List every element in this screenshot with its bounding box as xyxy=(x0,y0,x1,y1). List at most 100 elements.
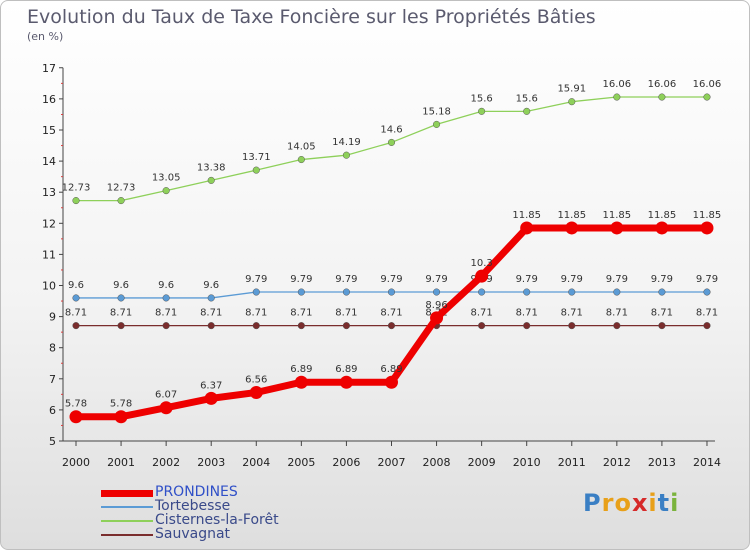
data-point-tortebesse xyxy=(568,288,576,296)
data-point-prondines xyxy=(520,221,534,235)
logo-letter: P xyxy=(583,489,602,517)
data-point-sauvagnat xyxy=(478,322,486,330)
data-point-sauvagnat xyxy=(613,322,621,330)
x-tick-label: 2004 xyxy=(242,456,270,469)
y-tick-label: 9 xyxy=(49,311,56,324)
x-tick-label: 2000 xyxy=(62,456,90,469)
data-point-cisternes-la-foret xyxy=(162,187,170,195)
data-label-sauvagnat: 8.71 xyxy=(290,308,312,319)
data-point-sauvagnat xyxy=(297,322,305,330)
data-point-sauvagnat xyxy=(252,322,260,330)
data-label-cisternes-la-foret: 13.71 xyxy=(242,152,271,163)
data-label-tortebesse: 9.79 xyxy=(606,274,628,285)
data-point-tortebesse xyxy=(117,294,125,302)
data-point-sauvagnat xyxy=(387,322,396,330)
x-tick-label: 2012 xyxy=(603,456,631,469)
data-label-tortebesse: 9.6 xyxy=(113,280,129,291)
data-point-prondines xyxy=(294,375,308,389)
legend-swatch xyxy=(101,506,153,508)
data-point-prondines xyxy=(565,221,579,235)
y-tick-label: 15 xyxy=(42,124,56,137)
data-point-sauvagnat xyxy=(207,322,215,330)
data-label-tortebesse: 9.79 xyxy=(335,274,357,285)
data-label-prondines: 11.85 xyxy=(557,210,586,221)
data-point-prondines xyxy=(700,221,714,235)
data-label-cisternes-la-foret: 15.6 xyxy=(516,93,538,104)
data-label-sauvagnat: 8.71 xyxy=(200,308,222,319)
data-point-cisternes-la-foret xyxy=(433,120,441,128)
y-tick-label: 17 xyxy=(42,62,56,75)
data-label-cisternes-la-foret: 12.73 xyxy=(62,183,91,194)
x-tick-label: 2003 xyxy=(197,456,225,469)
data-point-tortebesse xyxy=(523,288,531,296)
series-line-cisternes-la-foret xyxy=(76,96,707,202)
legend-label: Sauvagnat xyxy=(155,526,231,542)
data-label-tortebesse: 9.6 xyxy=(158,280,174,291)
x-tick-label: 2009 xyxy=(468,456,496,469)
proxiti-logo: Proxiti xyxy=(583,489,679,517)
x-tick-label: 2007 xyxy=(377,456,405,469)
data-label-sauvagnat: 8.71 xyxy=(470,308,492,319)
legend-label: Cisternes-la-Forêt xyxy=(155,512,279,528)
data-point-cisternes-la-foret xyxy=(297,155,305,164)
data-point-sauvagnat xyxy=(342,322,350,330)
data-label-tortebesse: 9.79 xyxy=(696,274,718,285)
data-point-tortebesse xyxy=(613,288,621,296)
data-label-sauvagnat: 8.71 xyxy=(696,308,718,319)
data-point-cisternes-la-foret xyxy=(613,93,621,101)
data-point-tortebesse xyxy=(72,294,80,302)
data-label-sauvagnat: 8.71 xyxy=(380,308,402,319)
data-point-prondines xyxy=(339,375,353,389)
x-tick-label: 2006 xyxy=(332,456,360,469)
data-point-prondines xyxy=(159,401,173,415)
x-tick-label: 2001 xyxy=(107,456,135,469)
data-label-prondines: 6.89 xyxy=(380,364,402,375)
data-point-prondines xyxy=(475,269,489,283)
data-point-cisternes-la-foret xyxy=(207,176,215,184)
data-point-tortebesse xyxy=(297,288,305,296)
x-tick-label: 2014 xyxy=(693,456,721,469)
data-label-sauvagnat: 8.71 xyxy=(651,308,673,319)
x-tick-label: 2010 xyxy=(513,456,541,469)
data-label-cisternes-la-foret: 12.73 xyxy=(107,183,136,194)
x-tick-label: 2011 xyxy=(558,456,586,469)
data-point-sauvagnat xyxy=(162,322,170,330)
data-point-cisternes-la-foret xyxy=(478,107,486,115)
data-point-prondines xyxy=(655,221,669,235)
legend-swatch xyxy=(101,520,153,522)
data-label-prondines: 6.37 xyxy=(200,380,222,391)
data-label-tortebesse: 9.79 xyxy=(380,274,402,285)
data-point-cisternes-la-foret xyxy=(252,166,260,174)
data-point-sauvagnat xyxy=(568,322,576,330)
y-tick-label: 10 xyxy=(42,280,56,293)
data-point-cisternes-la-foret xyxy=(703,93,711,101)
data-point-sauvagnat xyxy=(117,322,125,330)
data-point-prondines xyxy=(610,221,624,235)
x-tick-label: 2002 xyxy=(152,456,180,469)
logo-letter: r xyxy=(601,489,615,517)
data-label-tortebesse: 9.79 xyxy=(245,274,267,285)
data-label-prondines: 6.07 xyxy=(155,390,177,401)
data-point-cisternes-la-foret xyxy=(658,93,666,101)
x-tick-label: 2008 xyxy=(423,456,451,469)
x-tick-label: 2005 xyxy=(287,456,315,469)
data-label-sauvagnat: 8.71 xyxy=(245,308,267,319)
data-label-cisternes-la-foret: 15.6 xyxy=(470,93,492,104)
data-label-tortebesse: 9.79 xyxy=(561,274,583,285)
data-label-sauvagnat: 8.71 xyxy=(561,308,583,319)
data-label-cisternes-la-foret: 14.05 xyxy=(287,142,316,153)
data-label-sauvagnat: 8.71 xyxy=(335,308,357,319)
data-label-prondines: 6.89 xyxy=(290,364,312,375)
data-point-sauvagnat xyxy=(72,322,80,330)
data-label-cisternes-la-foret: 14.19 xyxy=(332,137,361,148)
data-point-tortebesse xyxy=(433,288,441,296)
data-label-prondines: 8.96 xyxy=(425,300,447,311)
data-label-sauvagnat: 8.71 xyxy=(155,308,177,319)
x-tick-label: 2013 xyxy=(648,456,676,469)
data-point-prondines xyxy=(430,311,444,325)
y-tick-label: 11 xyxy=(42,248,56,261)
data-label-prondines: 6.89 xyxy=(335,364,357,375)
data-label-prondines: 11.85 xyxy=(648,210,677,221)
data-point-cisternes-la-foret xyxy=(342,151,350,159)
